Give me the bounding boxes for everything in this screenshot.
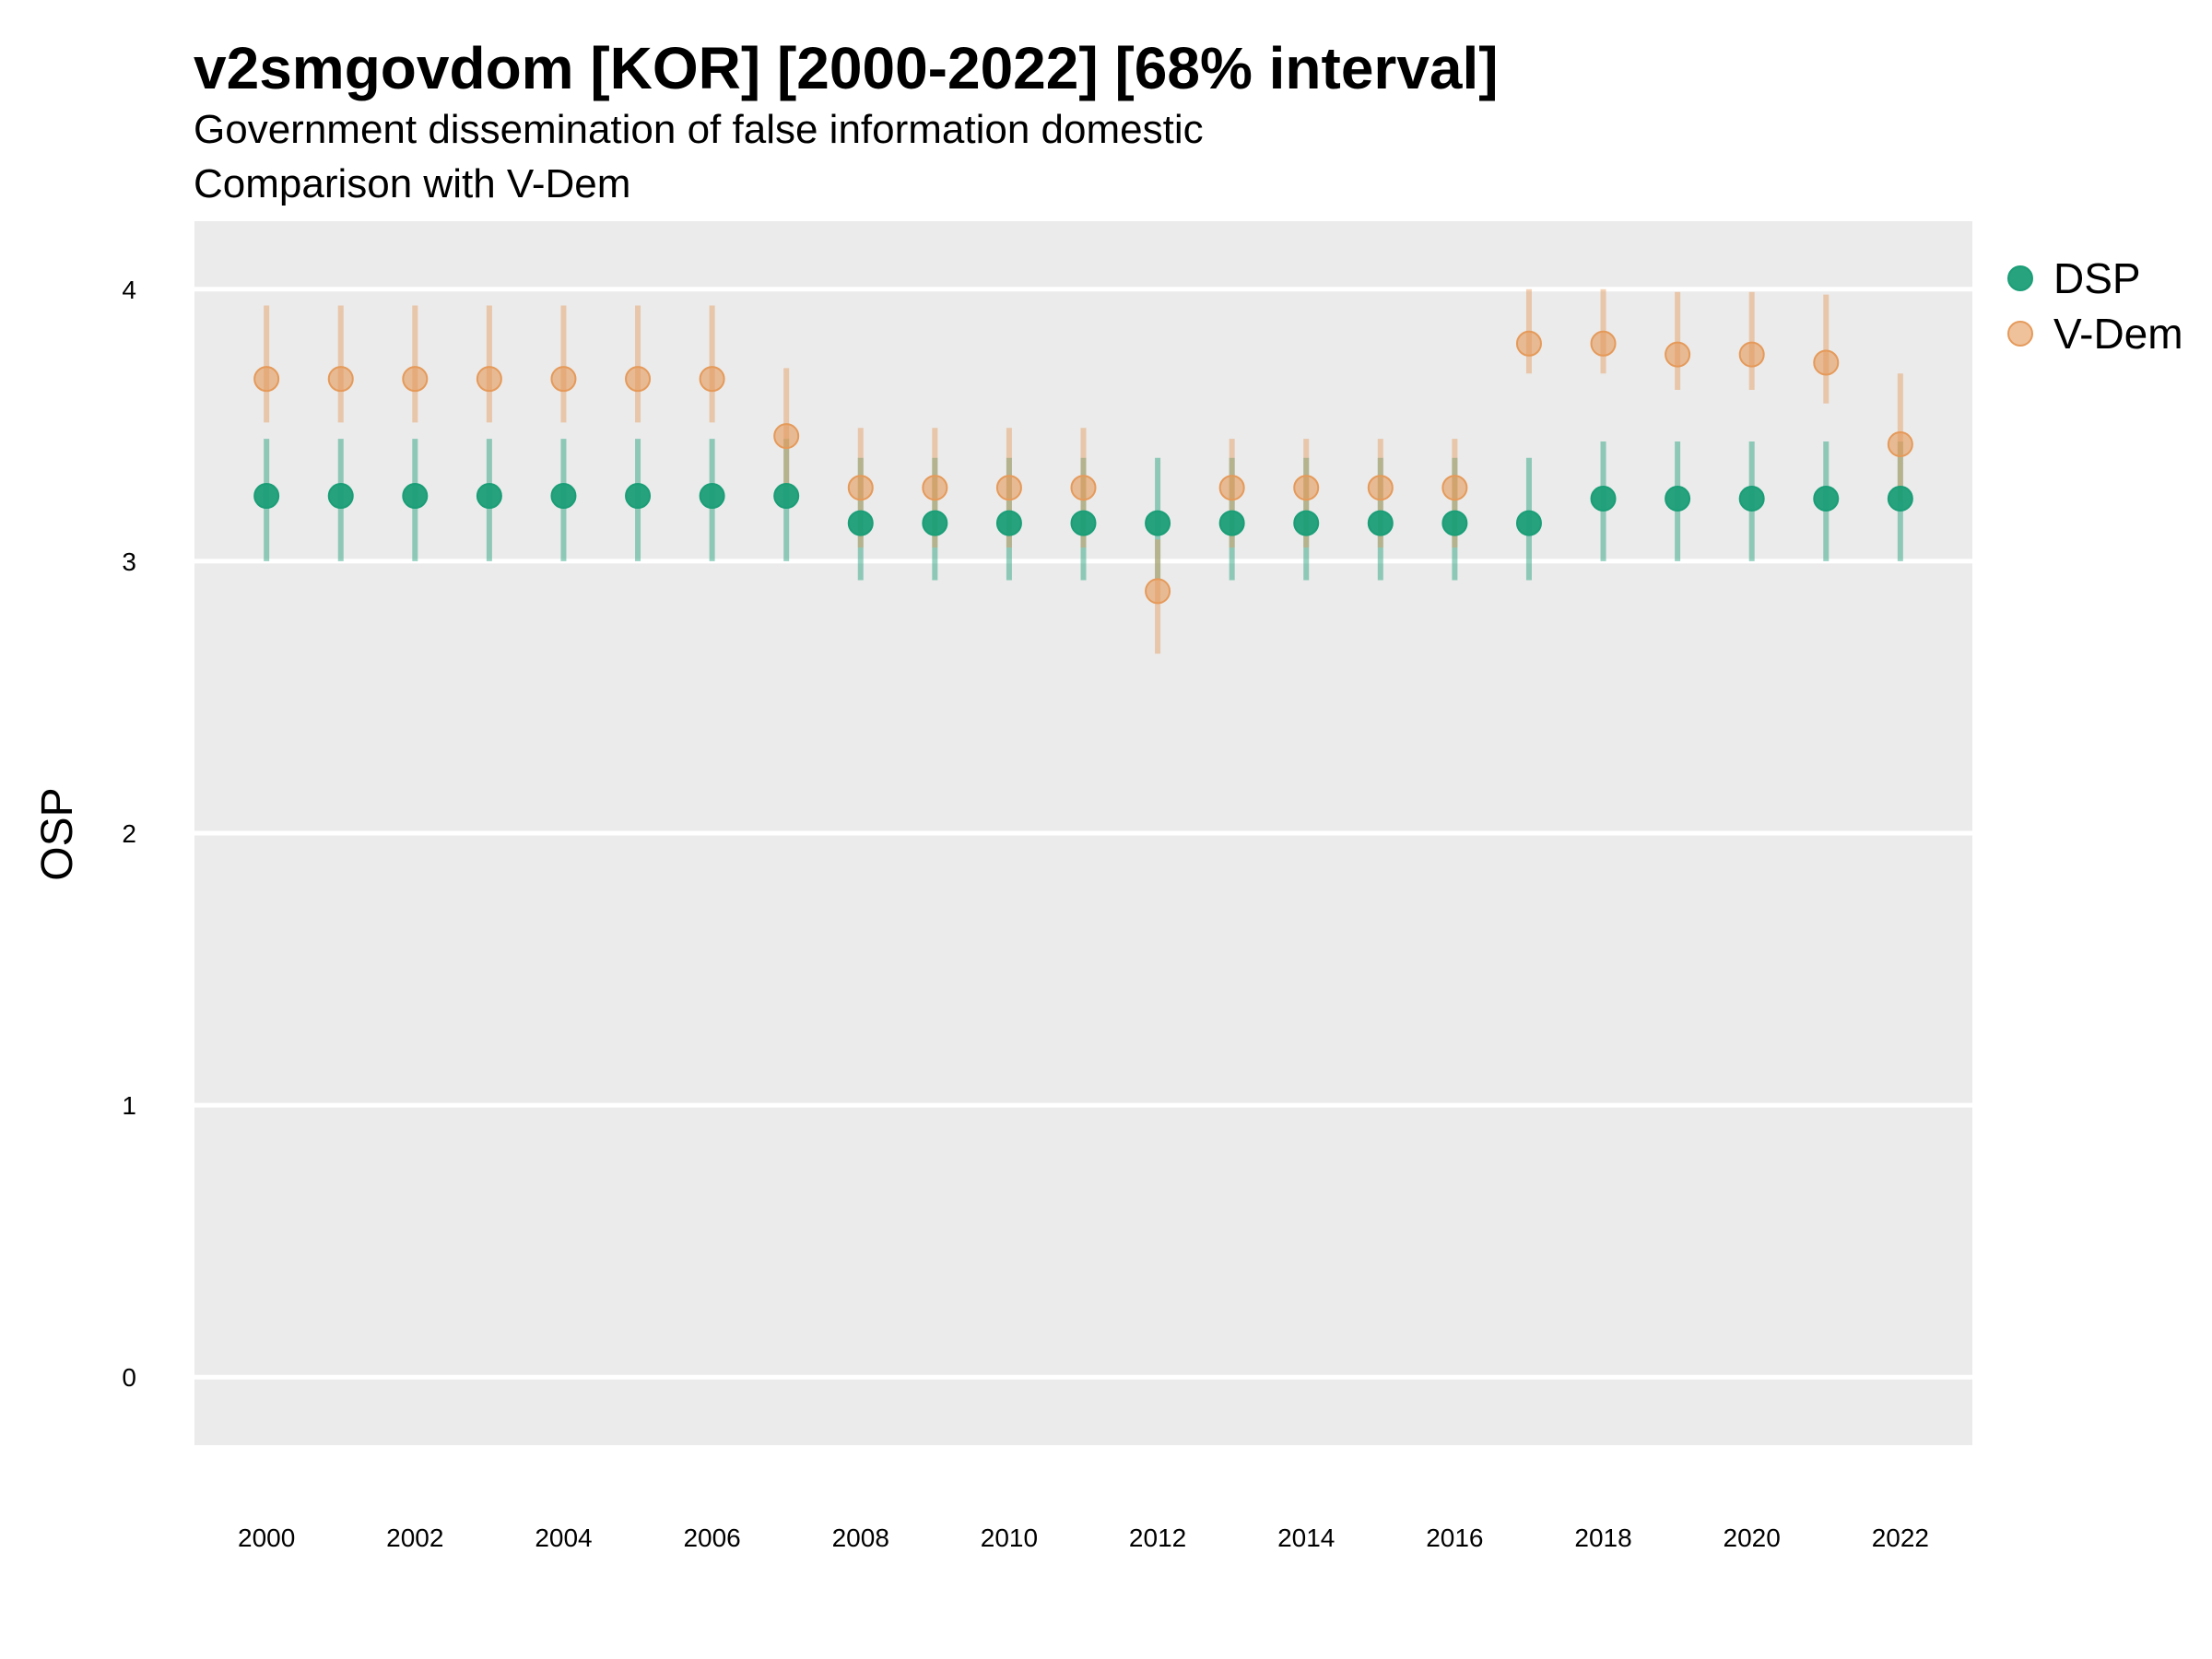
point-dsp — [625, 483, 652, 510]
point-dsp — [1590, 486, 1617, 512]
data-marks — [253, 288, 1913, 654]
legend-label-v-dem: V-Dem — [2053, 310, 2183, 358]
point-v-dem — [995, 475, 1022, 501]
point-dsp — [773, 483, 800, 510]
point-v-dem — [1441, 475, 1468, 501]
point-dsp — [847, 510, 874, 536]
x-tick-label: 2018 — [1574, 1524, 1631, 1552]
point-v-dem — [773, 423, 800, 450]
legend: DSP V-Dem — [2007, 254, 2183, 358]
point-v-dem — [1887, 430, 1913, 457]
point-dsp — [402, 483, 429, 510]
point-dsp — [1887, 486, 1913, 512]
point-dsp — [1218, 510, 1245, 536]
point-v-dem — [402, 366, 429, 393]
x-tick-label: 2016 — [1426, 1524, 1483, 1552]
point-v-dem — [1665, 341, 1691, 368]
chart-subtitle-line-1: Government dissemination of false inform… — [194, 107, 1204, 152]
point-dsp — [1665, 486, 1691, 512]
point-v-dem — [699, 366, 725, 393]
point-dsp — [1813, 486, 1840, 512]
x-tick-label: 2010 — [981, 1524, 1038, 1552]
point-v-dem — [327, 366, 354, 393]
point-dsp — [1738, 486, 1765, 512]
y-axis-ticks: 0 1 2 3 4 — [122, 276, 136, 1392]
x-tick-label: 2008 — [832, 1524, 889, 1552]
point-v-dem — [1738, 341, 1765, 368]
x-tick-label: 2014 — [1277, 1524, 1335, 1552]
point-v-dem — [550, 366, 577, 393]
point-dsp — [922, 510, 948, 536]
legend-key-v-dem — [2007, 321, 2033, 347]
y-tick-label: 2 — [122, 819, 136, 848]
legend-key-dsp — [2007, 265, 2033, 291]
point-v-dem — [625, 366, 652, 393]
legend-label-dsp: DSP — [2053, 254, 2141, 302]
points-dsp — [253, 483, 1913, 536]
point-v-dem — [1293, 475, 1320, 501]
point-dsp — [1367, 510, 1394, 536]
point-dsp — [476, 483, 502, 510]
point-dsp — [699, 483, 725, 510]
point-dsp — [327, 483, 354, 510]
point-v-dem — [1367, 475, 1394, 501]
point-v-dem — [476, 366, 502, 393]
point-v-dem — [1813, 349, 1840, 376]
point-dsp — [550, 483, 577, 510]
point-v-dem — [1218, 475, 1245, 501]
point-v-dem — [1515, 330, 1542, 357]
x-tick-label: 2020 — [1724, 1524, 1781, 1552]
points-v-dem — [253, 330, 1913, 605]
x-tick-label: 2002 — [386, 1524, 443, 1552]
point-v-dem — [922, 475, 948, 501]
y-tick-label: 4 — [122, 276, 136, 304]
chart-subtitle-line-2: Comparison with V-Dem — [194, 161, 630, 206]
x-tick-label: 2012 — [1129, 1524, 1186, 1552]
point-v-dem — [1590, 330, 1617, 357]
point-dsp — [1070, 510, 1097, 536]
point-dsp — [253, 483, 280, 510]
chart-title: v2smgovdom [KOR] [2000-2022] [68% interv… — [194, 35, 1499, 101]
point-dsp — [1293, 510, 1320, 536]
point-v-dem — [847, 475, 874, 501]
point-dsp — [995, 510, 1022, 536]
grid-lines — [194, 287, 1972, 1380]
x-tick-label: 2022 — [1872, 1524, 1929, 1552]
x-tick-label: 2000 — [238, 1524, 295, 1552]
y-tick-label: 1 — [122, 1091, 136, 1120]
point-dsp — [1441, 510, 1468, 536]
point-v-dem — [1145, 578, 1171, 605]
point-dsp — [1515, 510, 1542, 536]
y-tick-label: 3 — [122, 547, 136, 576]
point-v-dem — [253, 366, 280, 393]
x-tick-label: 2004 — [535, 1524, 592, 1552]
x-tick-label: 2006 — [683, 1524, 740, 1552]
y-tick-label: 0 — [122, 1363, 136, 1392]
point-dsp — [1145, 510, 1171, 536]
y-axis-title: OSP — [33, 787, 82, 880]
x-axis-ticks: 2000 2002 2004 2006 2008 2010 2012 2014 2016 2018… — [238, 1524, 1929, 1552]
point-v-dem — [1070, 475, 1097, 501]
